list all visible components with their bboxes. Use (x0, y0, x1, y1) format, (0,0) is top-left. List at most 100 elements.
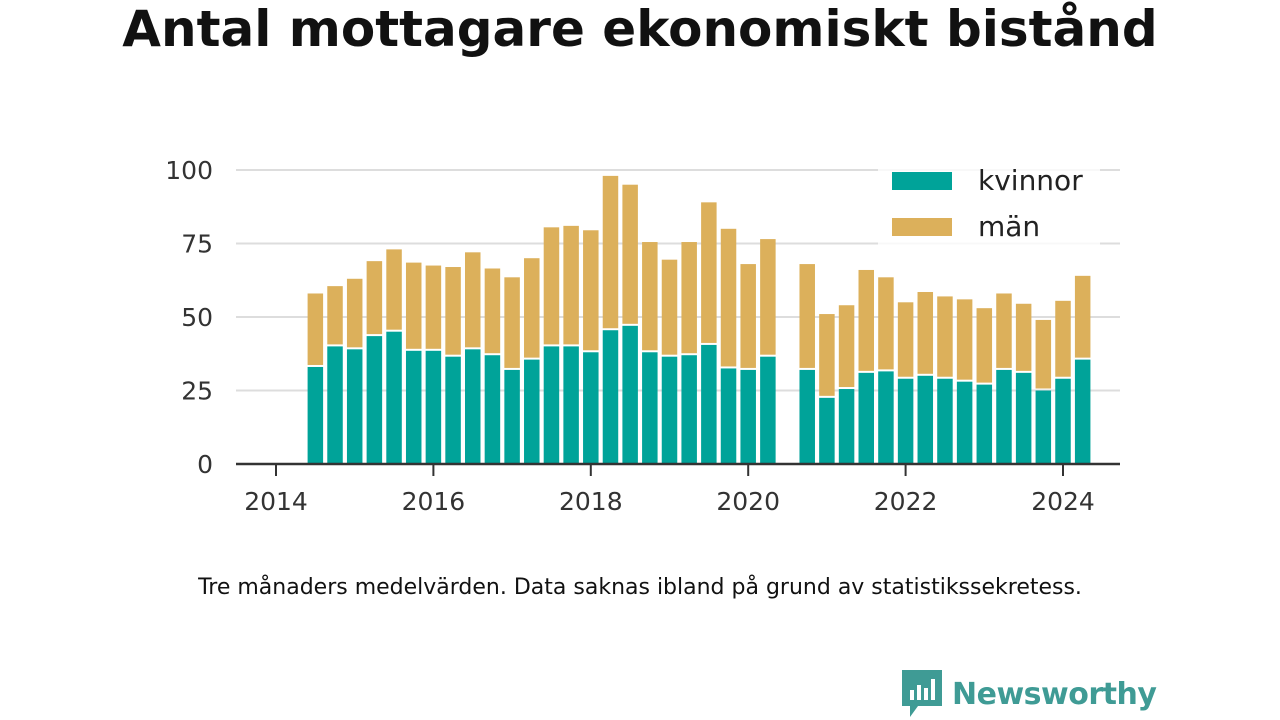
bar-kvinnor (740, 369, 756, 464)
newsworthy-logo: Newsworthy (902, 670, 1157, 718)
bar-man (956, 299, 973, 380)
bar-man (622, 184, 638, 324)
bar-kvinnor (563, 346, 579, 464)
bar-man (405, 262, 422, 349)
bar-kvinnor (937, 378, 953, 464)
bar-man (917, 292, 934, 374)
footnote: Tre månaders medelvärden. Data saknas ib… (198, 575, 1082, 600)
bar-man (346, 278, 363, 348)
bar-man (976, 308, 993, 383)
bar-man (465, 252, 481, 348)
bar-man (366, 261, 383, 335)
bar-kvinnor (346, 349, 363, 464)
bar-kvinnor (642, 352, 658, 464)
bar-kvinnor (858, 372, 874, 464)
bar-man (1074, 275, 1091, 358)
bar-man (878, 277, 894, 370)
bar-kvinnor (1055, 378, 1071, 464)
legend-label: män (978, 210, 1040, 243)
bar-kvinnor (465, 349, 481, 464)
bar-kvinnor (543, 346, 560, 464)
bar-kvinnor (838, 389, 855, 464)
bar-kvinnor (307, 366, 324, 464)
y-tick-label: 50 (181, 303, 213, 332)
bar-kvinnor (405, 350, 422, 464)
bar-man (760, 239, 776, 355)
bar-kvinnor (484, 355, 501, 464)
bar-kvinnor (956, 381, 973, 464)
bar-kvinnor (425, 350, 442, 464)
bar-kvinnor (976, 384, 993, 464)
bar-kvinnor (661, 356, 678, 464)
x-tick-label: 2016 (402, 487, 466, 516)
legend-swatch (892, 218, 952, 236)
bar-man (563, 225, 579, 345)
bar-kvinnor (681, 355, 697, 464)
bar-man (1015, 303, 1032, 371)
bar-man (484, 268, 501, 354)
page-title: Antal mottagare ekonomiskt bistånd (122, 0, 1158, 58)
bar-man (504, 277, 520, 368)
bar-kvinnor (720, 368, 737, 464)
bar-man (838, 305, 855, 388)
y-tick-label: 0 (197, 450, 213, 479)
bar-kvinnor (524, 359, 540, 464)
legend-label: kvinnor (978, 164, 1083, 197)
bar-man (701, 202, 717, 343)
bar-man (819, 314, 835, 396)
x-tick-label: 2024 (1031, 487, 1095, 516)
bars (307, 175, 1091, 464)
bar-man (1055, 300, 1071, 377)
bar-kvinnor (622, 325, 638, 464)
bar-man (897, 302, 914, 377)
bar-kvinnor (1015, 372, 1032, 464)
newsworthy-logo-icon (902, 670, 942, 717)
bar-man (307, 293, 324, 365)
bar-chart: 0 25 50 75 100 2014 2016 2018 2020 2022 2024 kvinn… (165, 156, 1120, 516)
bar-man (996, 293, 1012, 368)
x-tick-label: 2014 (244, 487, 308, 516)
bar-kvinnor (366, 336, 383, 464)
x-tick-label: 2022 (874, 487, 938, 516)
bar-man (937, 296, 953, 377)
bar-kvinnor (1074, 359, 1091, 464)
bar-man (661, 259, 678, 355)
legend: kvinnor män (878, 158, 1100, 248)
brand-name: Newsworthy (952, 676, 1157, 712)
bar-kvinnor (602, 330, 619, 464)
bar-man (681, 242, 697, 354)
bar-kvinnor (1035, 390, 1052, 464)
bar-kvinnor (504, 369, 520, 464)
bar-kvinnor (583, 352, 599, 464)
bar-man (720, 228, 737, 367)
bar-kvinnor (799, 369, 815, 464)
bar-man (386, 249, 402, 330)
legend-swatch (892, 172, 952, 190)
x-tick-label: 2020 (716, 487, 780, 516)
axes: 0 25 50 75 100 2014 2016 2018 2020 2022 2024 (165, 156, 1120, 516)
bar-kvinnor (445, 356, 461, 464)
bar-kvinnor (701, 344, 717, 464)
bar-man (1035, 319, 1052, 389)
bar-man (524, 258, 540, 358)
bar-man (799, 264, 815, 368)
bar-man (602, 175, 619, 329)
y-tick-label: 100 (165, 156, 213, 185)
bar-kvinnor (996, 369, 1012, 464)
bar-kvinnor (327, 346, 343, 464)
bar-man (327, 286, 343, 345)
bar-kvinnor (386, 331, 402, 464)
bar-man (583, 230, 599, 351)
bar-man (740, 264, 756, 368)
y-tick-label: 25 (181, 377, 213, 406)
bar-man (445, 267, 461, 355)
bar-kvinnor (897, 378, 914, 464)
x-tick-label: 2018 (559, 487, 623, 516)
bar-man (425, 265, 442, 349)
bar-man (642, 242, 658, 351)
bar-kvinnor (878, 371, 894, 464)
bar-kvinnor (760, 356, 776, 464)
y-tick-label: 75 (181, 230, 213, 259)
bar-man (543, 227, 560, 345)
bar-man (858, 269, 874, 371)
